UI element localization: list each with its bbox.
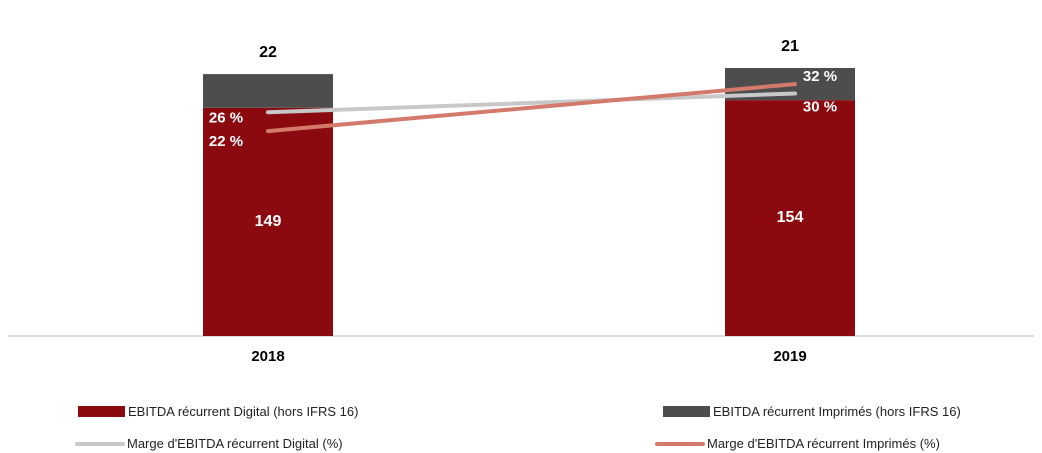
line-print-margin xyxy=(266,82,797,134)
legend-swatch xyxy=(655,441,705,446)
legend-label: EBITDA récurrent Digital (hors IFRS 16) xyxy=(128,404,359,419)
line-layer xyxy=(266,82,797,134)
legend-label: Marge d'EBITDA récurrent Digital (%) xyxy=(127,436,343,451)
label-layer: 149 22 2018 154 21 2019 26 % 22 % 30 % 32 % xyxy=(209,38,837,365)
bar-digital-2019 xyxy=(725,100,855,336)
legend-item-digital-ebitda: EBITDA récurrent Digital (hors IFRS 16) xyxy=(78,404,358,419)
data-label-print-margin-2018: 22 % xyxy=(209,133,243,150)
bar-layer xyxy=(203,67,855,337)
x-tick-2018: 2018 xyxy=(251,348,284,365)
data-label-print-margin-2019: 32 % xyxy=(803,68,837,85)
legend-swatch xyxy=(75,441,125,446)
legend-swatch xyxy=(78,406,125,417)
legend-swatch xyxy=(663,406,710,417)
line-digital-margin xyxy=(266,91,797,115)
legend-item-print-ebitda: EBITDA récurrent Imprimés (hors IFRS 16) xyxy=(663,404,961,419)
data-label-digital-margin-2018: 26 % xyxy=(209,109,243,126)
combo-chart: 149 22 2018 154 21 2019 26 % 22 % 30 % 32 % xyxy=(8,38,1034,365)
legend-item-digital-margin: Marge d'EBITDA récurrent Digital (%) xyxy=(75,436,343,451)
data-label-digital-margin-2019: 30 % xyxy=(803,99,837,116)
data-label-digital-2018: 149 xyxy=(255,213,282,230)
data-label-digital-2019: 154 xyxy=(777,209,804,226)
x-tick-2019: 2019 xyxy=(773,348,806,365)
legend-label: Marge d'EBITDA récurrent Imprimés (%) xyxy=(707,436,940,451)
bar-digital-2018 xyxy=(203,107,333,337)
data-label-print-2019: 21 xyxy=(781,38,799,55)
legend-item-print-margin: Marge d'EBITDA récurrent Imprimés (%) xyxy=(655,436,940,451)
bar-print-2018 xyxy=(203,74,333,108)
data-label-print-2018: 22 xyxy=(259,44,277,61)
legend-label: EBITDA récurrent Imprimés (hors IFRS 16) xyxy=(713,404,961,419)
